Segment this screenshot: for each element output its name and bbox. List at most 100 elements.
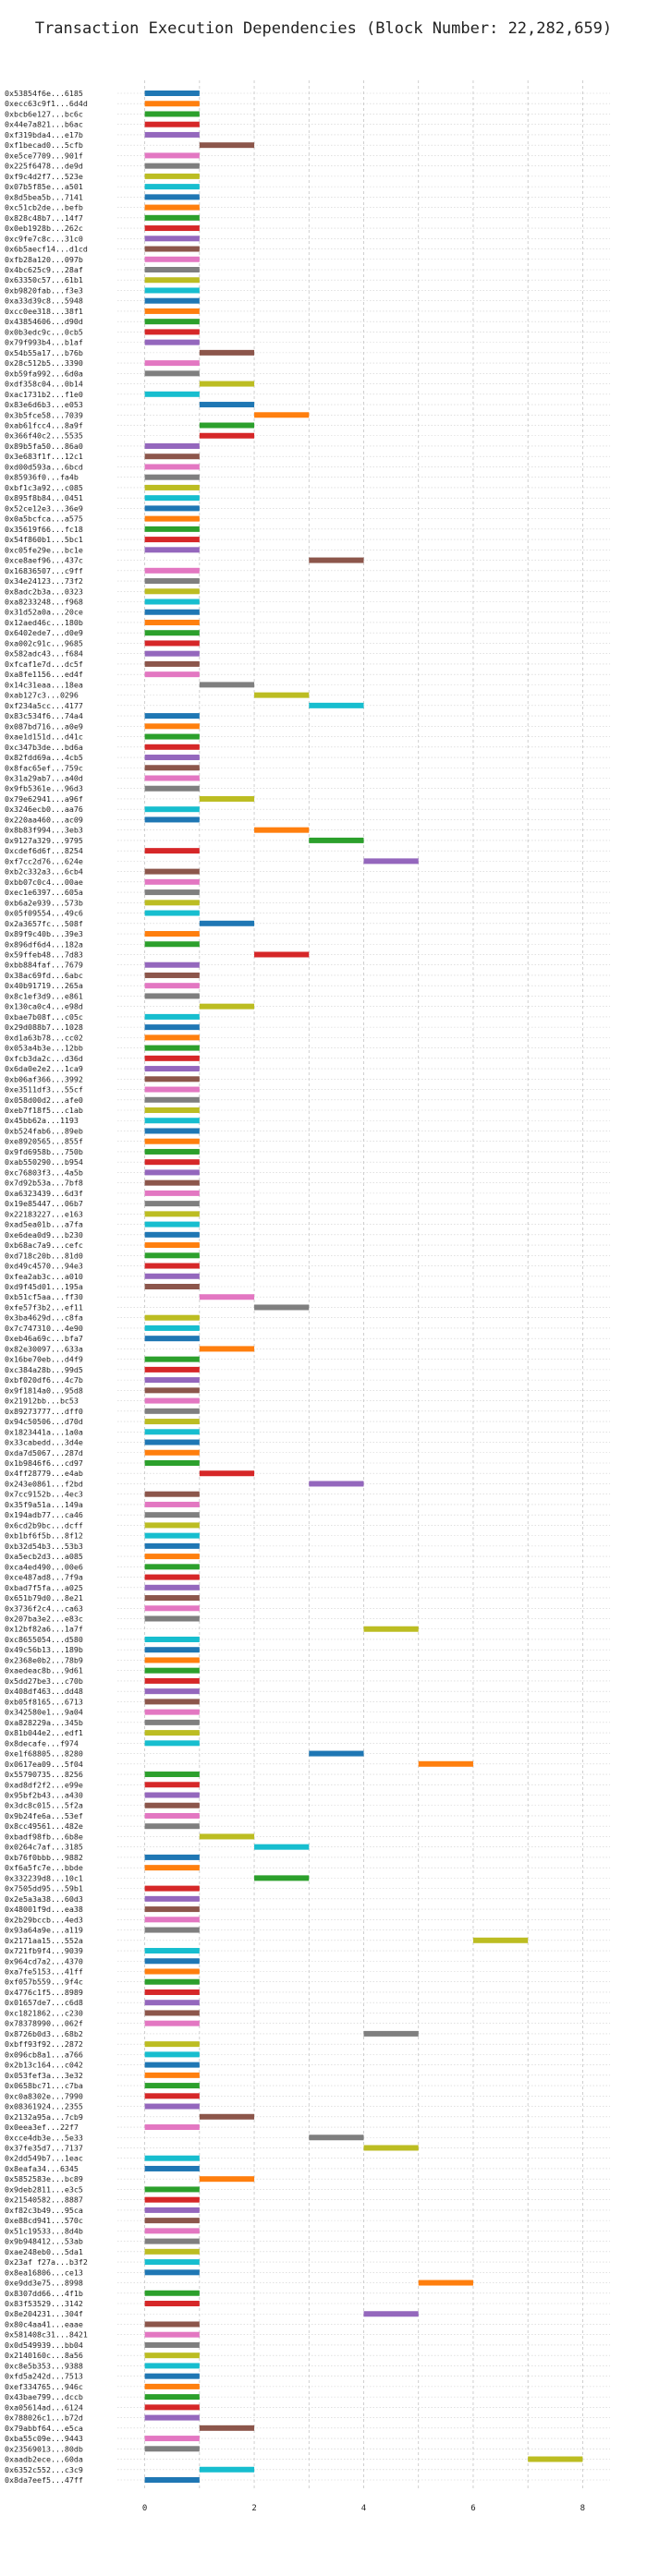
bar xyxy=(144,1148,200,1155)
y-tick-label: 0x0617ea09...5f04 xyxy=(5,1760,83,1769)
bar xyxy=(144,173,200,179)
y-tick-label: 0x4ff28779...e4ab xyxy=(5,1469,83,1478)
bar xyxy=(144,775,200,781)
y-tick-label: 0x788026c1...b72d xyxy=(5,2413,83,2423)
bar xyxy=(144,931,200,937)
bar xyxy=(144,2186,200,2193)
y-tick-label: 0x21912bb...bc53 xyxy=(5,1397,79,1406)
bar xyxy=(144,2269,200,2276)
y-tick-label: 0xf234a5cc...4177 xyxy=(5,701,83,710)
bar xyxy=(144,1169,200,1176)
y-tick-label: 0x4bc625c9...28af xyxy=(5,265,83,274)
y-tick-label: 0x07b5f85e...a501 xyxy=(5,182,83,191)
y-tick-label: 0xd718c20b...81d0 xyxy=(5,1251,83,1260)
y-tick-label: 0x895f8b84...0451 xyxy=(5,493,83,502)
bar xyxy=(144,1314,200,1321)
bar xyxy=(144,993,200,999)
bar xyxy=(144,1667,200,1674)
bar xyxy=(144,1179,200,1186)
bar xyxy=(418,1760,473,1767)
bar xyxy=(144,878,200,885)
y-tick-label: 0x83f53529...3142 xyxy=(5,2299,83,2308)
bar xyxy=(144,442,200,449)
y-tick-label: 0xfd5a242d...7513 xyxy=(5,2372,83,2381)
bar xyxy=(144,256,200,262)
bar xyxy=(144,297,200,304)
y-tick-label: 0x8cc49561...482e xyxy=(5,1821,83,1831)
bar xyxy=(144,765,200,771)
y-tick-label: 0x94c50506...d70d xyxy=(5,1417,83,1426)
y-tick-label: 0xb9820fab...f3e3 xyxy=(5,285,83,295)
bar xyxy=(309,1750,364,1757)
bar xyxy=(144,744,200,750)
bar xyxy=(144,1532,200,1539)
y-tick-label: 0xf057b559...9f4c xyxy=(5,1977,83,1987)
bar xyxy=(144,2331,200,2338)
bar xyxy=(144,941,200,948)
bar xyxy=(144,101,200,107)
y-tick-label: 0x3e683f1f...12c1 xyxy=(5,452,83,461)
y-tick-label: 0xbff93f92...2872 xyxy=(5,2039,83,2049)
y-tick-label: 0x40b91719...265a xyxy=(5,981,83,990)
y-tick-label: 0xbf1c3a92...c085 xyxy=(5,483,83,492)
y-tick-label: 0x45bb62a...1193 xyxy=(5,1116,79,1125)
bar xyxy=(144,505,200,512)
y-tick-label: 0xd00d593a...6bcd xyxy=(5,462,83,471)
bar xyxy=(144,1802,200,1808)
bar xyxy=(144,1034,200,1041)
y-tick-label: 0xae248eb0...5da1 xyxy=(5,2247,83,2256)
y-tick-label: 0x964cd7a2...4370 xyxy=(5,1956,83,1965)
bar xyxy=(144,619,200,625)
y-tick-label: 0x35619f66...fc18 xyxy=(5,525,83,534)
y-tick-label: 0xc8e5b353...9388 xyxy=(5,2361,83,2370)
bar xyxy=(144,2301,200,2307)
y-tick-label: 0xef334765...946c xyxy=(5,2382,83,2391)
bar xyxy=(144,236,200,242)
bar xyxy=(144,1989,200,1995)
y-tick-label: 0x19e85447...06b7 xyxy=(5,1199,83,1208)
y-tick-label: 0x2b13c164...c042 xyxy=(5,2061,83,2070)
x-tick-label: 0 xyxy=(142,2504,147,2513)
y-tick-label: 0x3ba4629d...c8fa xyxy=(5,1313,83,1323)
y-tick-label: 0xc384a28b...99d5 xyxy=(5,1365,83,1374)
y-tick-label: 0x8307dd66...4f1b xyxy=(5,2289,83,2298)
y-tick-label: 0x3246ecb0...aa76 xyxy=(5,804,83,814)
y-tick-label: 0x7c747310...4e90 xyxy=(5,1324,83,1333)
y-tick-label: 0x053fef3a...3e32 xyxy=(5,2071,83,2080)
y-tick-label: 0xab127c3...0296 xyxy=(5,691,79,700)
bar xyxy=(144,816,200,823)
y-tick-label: 0xa828229a...345b xyxy=(5,1718,83,1727)
y-tick-label: 0x49c56b13...189b xyxy=(5,1645,83,1654)
bar xyxy=(144,2248,200,2255)
y-tick-label: 0xf319bda4...e17b xyxy=(5,130,83,139)
bar xyxy=(144,2165,200,2171)
y-tick-label: 0x3736f2c4...ca63 xyxy=(5,1603,83,1613)
y-tick-label: 0x0264c7af...3185 xyxy=(5,1843,83,1852)
y-tick-label: 0xab550290...b954 xyxy=(5,1157,83,1167)
bar xyxy=(144,900,200,906)
y-tick-label: 0xf82c3b49...95ca xyxy=(5,2206,83,2215)
bar xyxy=(144,1439,200,1445)
bar xyxy=(144,1242,200,1249)
y-tick-label: 0x1b9846f6...cd97 xyxy=(5,1458,83,1468)
x-tick-label: 2 xyxy=(251,2504,256,2513)
y-tick-label: 0x2368e0b2...78b9 xyxy=(5,1655,83,1664)
bar xyxy=(144,163,200,169)
bar xyxy=(144,537,200,543)
bar xyxy=(144,526,200,532)
bar xyxy=(199,2113,255,2120)
y-tick-label: 0x058d00d2...afe0 xyxy=(5,1095,83,1105)
y-tick-label: 0x6402ede7...d0e9 xyxy=(5,628,83,637)
y-tick-label: 0x8ea16806...ce13 xyxy=(5,2268,83,2277)
bar xyxy=(144,2155,200,2161)
bar xyxy=(144,972,200,978)
y-tick-label: 0x23569013...80db xyxy=(5,2444,83,2453)
bar xyxy=(144,2196,200,2203)
y-tick-label: 0x2dd549b7...1eac xyxy=(5,2154,83,2163)
bar xyxy=(144,2093,200,2099)
bar xyxy=(144,1086,200,1093)
y-tick-label: 0x01657de7...c6d8 xyxy=(5,1998,83,2007)
y-tick-label: 0x78378990...062f xyxy=(5,2019,83,2028)
bar xyxy=(144,567,200,574)
y-tick-label: 0xe6dea0d9...b230 xyxy=(5,1230,83,1240)
